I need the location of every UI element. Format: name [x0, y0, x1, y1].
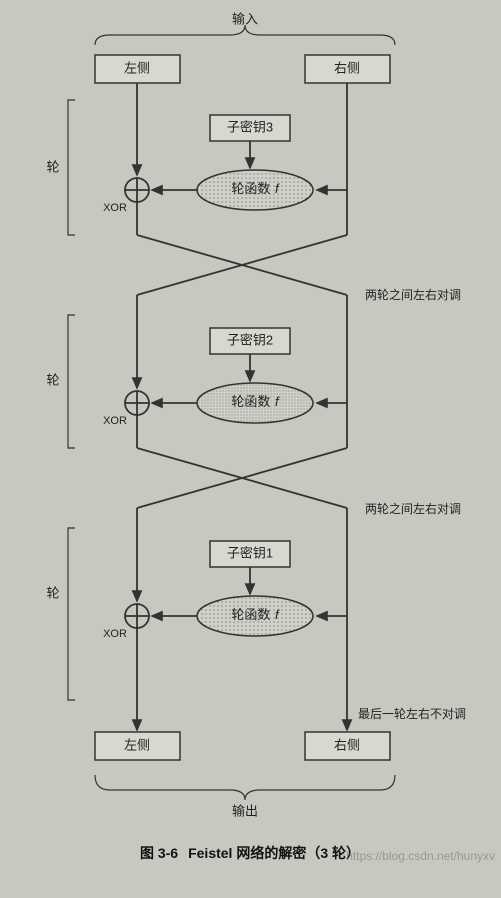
figure-caption: 图 3-6Feistel 网络的解密（3 轮）: [140, 845, 360, 861]
func3-text: 轮函数 f: [231, 607, 280, 622]
subkey1-text: 子密钥1: [227, 545, 273, 560]
swap2-note: 两轮之间左右对调: [365, 501, 461, 516]
right-input-text: 右侧: [334, 60, 360, 75]
input-brace: [95, 25, 395, 45]
func2-text: 轮函数 f: [231, 394, 280, 409]
output-brace: [95, 775, 395, 800]
round-2: 子密钥2 轮函数 f XOR 轮 两轮之间左右对调: [46, 295, 461, 516]
xor3-label: XOR: [103, 628, 127, 640]
noswap-note: 最后一轮左右不对调: [358, 706, 466, 721]
right-output-text: 右侧: [334, 737, 360, 752]
round-1: 子密钥3 轮函数 f XOR 轮 两轮之间左右对调: [46, 83, 461, 302]
round1-label: 轮: [46, 159, 59, 174]
subkey2-text: 子密钥2: [227, 332, 273, 347]
input-label: 输入: [232, 11, 258, 26]
watermark: https://blog.csdn.net/hunyxv: [346, 849, 495, 863]
output-label: 输出: [232, 803, 258, 818]
subkey3-text: 子密钥3: [227, 119, 273, 134]
left-output-text: 左侧: [124, 737, 150, 752]
round2-label: 轮: [46, 372, 59, 387]
swap1-note: 两轮之间左右对调: [365, 287, 461, 302]
func1-text: 轮函数 f: [231, 181, 280, 196]
round3-label: 轮: [46, 585, 59, 600]
xor2-label: XOR: [103, 415, 127, 427]
round-3: 子密钥1 轮函数 f XOR 轮 最后一轮左右不对调: [46, 508, 466, 730]
xor1-label: XOR: [103, 202, 127, 214]
left-input-text: 左侧: [124, 60, 150, 75]
